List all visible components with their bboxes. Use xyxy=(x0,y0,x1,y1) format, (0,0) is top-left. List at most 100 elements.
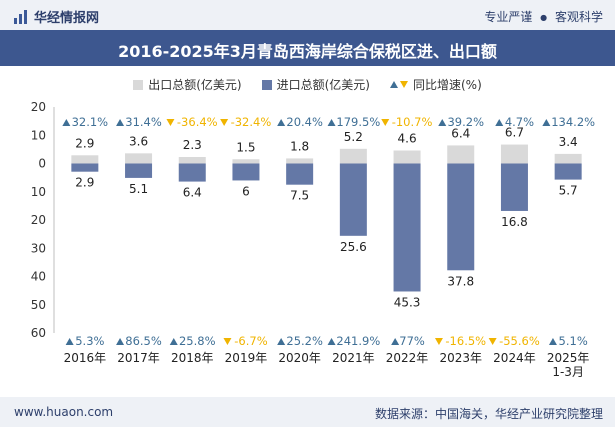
export-bar xyxy=(125,153,153,164)
import-bar xyxy=(500,163,528,211)
import-bar xyxy=(339,163,367,236)
slogan-separator: ● xyxy=(540,13,548,22)
export-bar xyxy=(286,158,314,164)
brand-name: 华经情报网 xyxy=(34,11,100,26)
import-value-label: 6 xyxy=(242,184,250,198)
title-bar: 2016-2025年3月青岛西海岸综合保税区进、出口额 xyxy=(0,30,615,66)
export-value-label: 6.7 xyxy=(505,126,524,140)
export-growth-label: 32.1% xyxy=(72,115,109,129)
legend-growth-label: 同比增速(%) xyxy=(412,78,482,92)
legend-import-label: 进口总额(亿美元) xyxy=(276,78,370,92)
up-triangle-icon xyxy=(65,338,74,345)
import-value-label: 7.5 xyxy=(290,189,309,203)
up-triangle-icon xyxy=(389,81,398,88)
up-triangle-icon xyxy=(495,119,504,126)
up-triangle-icon xyxy=(116,338,125,345)
export-bar xyxy=(447,145,475,164)
up-triangle-icon xyxy=(116,119,125,126)
x-tick-label: 2018年 xyxy=(171,351,214,365)
legend: 出口总额(亿美元) 进口总额(亿美元) 同比增速(%) xyxy=(0,76,615,93)
x-tick-label: 2022年 xyxy=(386,351,429,365)
export-bar xyxy=(178,157,206,164)
down-triangle-icon xyxy=(434,338,443,345)
y-tick-label: 0 xyxy=(38,157,46,171)
slogan-left: 专业严谨 xyxy=(484,10,533,24)
import-value-label: 25.6 xyxy=(340,240,367,254)
export-growth-label: 31.4% xyxy=(125,115,162,129)
export-growth-label: 20.4% xyxy=(286,115,323,129)
export-growth-label: -36.4% xyxy=(177,115,218,129)
y-tick-label: 20 xyxy=(31,100,46,114)
up-triangle-icon xyxy=(391,338,400,345)
legend-export: 出口总额(亿美元) xyxy=(133,76,242,93)
down-triangle-icon xyxy=(220,119,229,126)
import-growth-label: -6.7% xyxy=(234,334,267,348)
export-bar xyxy=(71,155,99,164)
export-bar xyxy=(232,159,260,164)
import-value-label: 5.1 xyxy=(129,182,148,196)
x-tick-label: 2021年 xyxy=(332,351,375,365)
chart-title: 2016-2025年3月青岛西海岸综合保税区进、出口额 xyxy=(118,42,497,61)
y-tick-label: 50 xyxy=(31,298,46,312)
footer-bar: www.huaon.com 数据来源：中国海关，华经产业研究院整理 xyxy=(0,397,615,427)
legend-growth: 同比增速(%) xyxy=(389,76,482,93)
export-growth-label: 179.5% xyxy=(336,115,380,129)
up-triangle-icon xyxy=(327,119,336,126)
import-growth-label: 77% xyxy=(399,334,425,348)
import-growth-label: 5.1% xyxy=(559,334,588,348)
export-bar xyxy=(500,144,528,164)
up-triangle-icon xyxy=(438,119,447,126)
y-tick-label: 10 xyxy=(31,185,46,199)
export-swatch xyxy=(133,79,144,90)
export-growth-label: 39.2% xyxy=(447,115,484,129)
brand: 华经情报网 xyxy=(14,7,99,26)
data-source: 数据来源：中国海关，华经产业研究院整理 xyxy=(374,407,603,421)
export-value-label: 5.2 xyxy=(344,130,363,144)
import-growth-label: 5.3% xyxy=(75,334,104,348)
import-bar xyxy=(554,163,582,180)
import-swatch xyxy=(261,79,272,90)
import-bar xyxy=(447,163,475,271)
import-bar xyxy=(178,163,206,182)
export-growth-label: -10.7% xyxy=(392,115,433,129)
up-triangle-icon xyxy=(548,338,557,345)
import-value-label: 2.9 xyxy=(75,176,94,190)
import-value-label: 5.7 xyxy=(559,184,578,198)
import-growth-label: 86.5% xyxy=(125,334,162,348)
x-tick-label: 2019年 xyxy=(225,351,268,365)
export-value-label: 1.5 xyxy=(236,140,255,154)
down-triangle-icon xyxy=(488,338,497,345)
y-tick-label: 30 xyxy=(31,241,46,255)
import-bar xyxy=(232,163,260,181)
up-triangle-icon xyxy=(169,338,178,345)
import-value-label: 45.3 xyxy=(394,295,421,309)
export-value-label: 1.8 xyxy=(290,139,309,153)
up-triangle-icon xyxy=(277,338,286,345)
export-value-label: 4.6 xyxy=(398,132,417,146)
legend-import: 进口总额(亿美元) xyxy=(261,76,370,93)
y-tick-label: 60 xyxy=(31,326,46,340)
up-triangle-icon xyxy=(542,119,551,126)
x-tick-label: 2020年 xyxy=(278,351,321,365)
down-triangle-icon xyxy=(399,81,408,88)
up-triangle-icon xyxy=(277,119,286,126)
x-tick-label: 2016年 xyxy=(64,351,107,365)
export-bar xyxy=(554,153,582,164)
slogan: 专业严谨 ● 客观科学 xyxy=(484,8,603,25)
export-growth-label: 4.7% xyxy=(505,115,534,129)
import-value-label: 37.8 xyxy=(447,274,474,288)
legend-export-label: 出口总额(亿美元) xyxy=(148,78,242,92)
export-value-label: 3.6 xyxy=(129,134,148,148)
x-tick-label: 1-3月 xyxy=(552,365,584,379)
export-value-label: 3.4 xyxy=(559,135,578,149)
down-triangle-icon xyxy=(166,119,175,126)
import-bar xyxy=(286,163,314,185)
website-link[interactable]: www.huaon.com xyxy=(14,405,114,419)
export-growth-label: -32.4% xyxy=(231,115,272,129)
up-triangle-icon xyxy=(62,119,71,126)
down-triangle-icon xyxy=(381,119,390,126)
import-bar xyxy=(393,163,421,292)
import-value-label: 16.8 xyxy=(501,215,528,229)
import-growth-label: 241.9% xyxy=(336,334,380,348)
export-value-label: 2.3 xyxy=(183,138,202,152)
